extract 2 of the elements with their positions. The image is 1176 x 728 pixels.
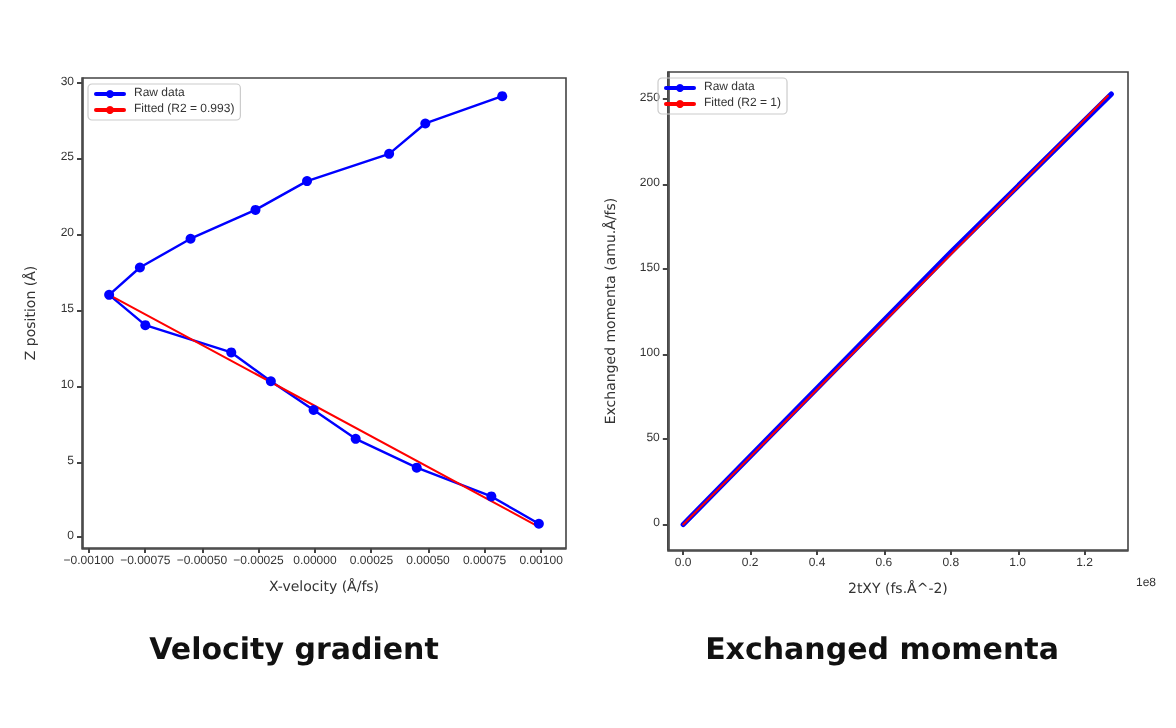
text: Exchanged momenta <box>705 631 1059 667</box>
text: Velocity gradient <box>149 631 439 667</box>
